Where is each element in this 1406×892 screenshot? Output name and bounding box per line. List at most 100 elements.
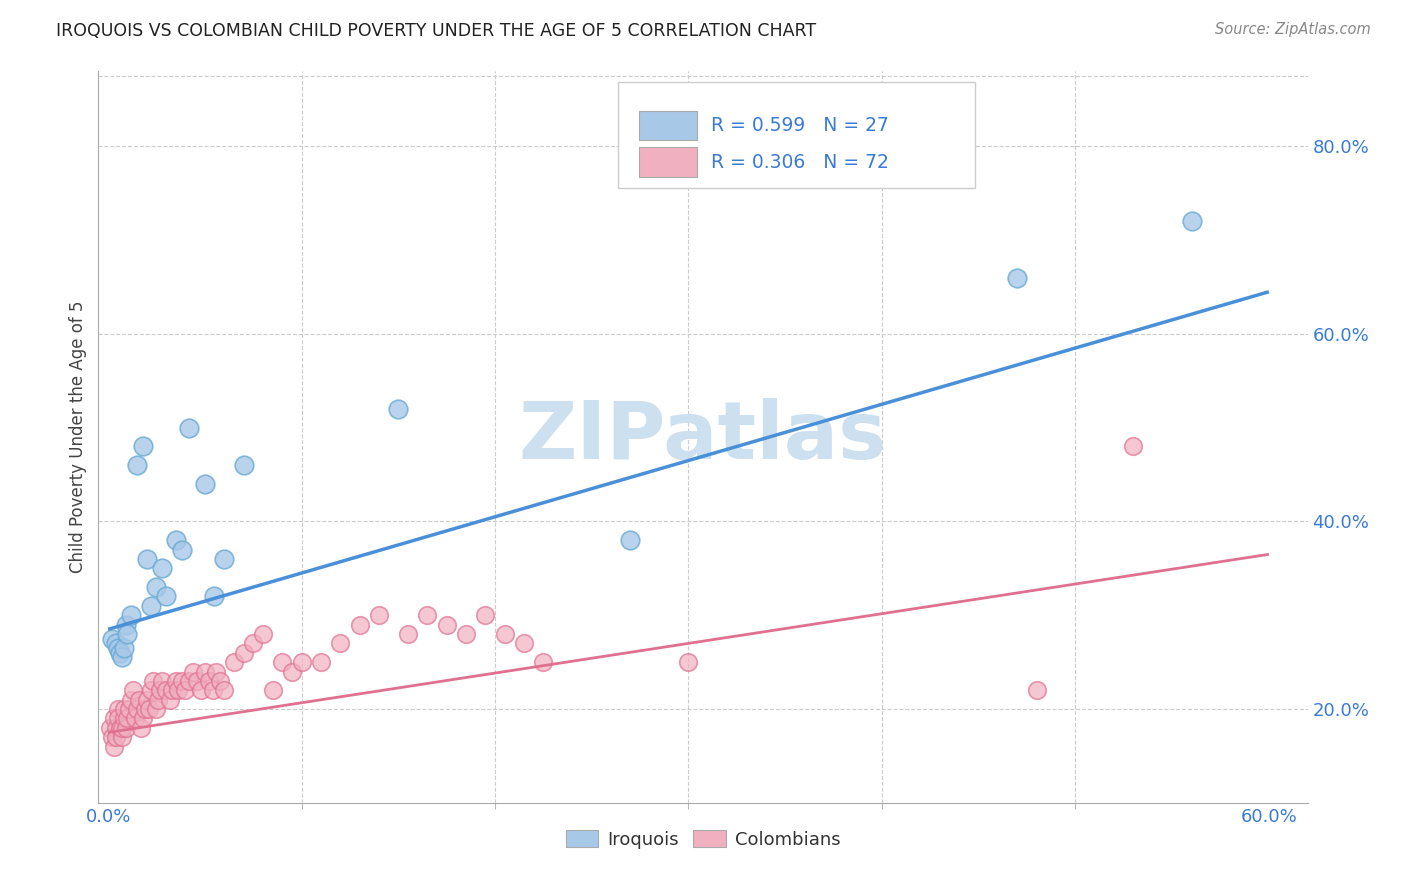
- Point: [494, 627, 516, 641]
- Point: [112, 641, 135, 656]
- Point: [155, 590, 177, 604]
- Point: [114, 617, 136, 632]
- Point: [127, 702, 149, 716]
- Point: [135, 692, 157, 706]
- Point: [98, 721, 121, 735]
- Legend: Iroquois, Colombians: Iroquois, Colombians: [558, 822, 848, 856]
- Point: [513, 636, 536, 650]
- Point: [197, 673, 219, 688]
- Point: [148, 692, 170, 706]
- Text: IROQUOIS VS COLOMBIAN CHILD POVERTY UNDER THE AGE OF 5 CORRELATION CHART: IROQUOIS VS COLOMBIAN CHILD POVERTY UNDE…: [56, 22, 817, 40]
- Point: [1007, 270, 1029, 285]
- Point: [222, 655, 245, 669]
- Point: [111, 721, 134, 735]
- Point: [128, 692, 150, 706]
- Point: [139, 599, 162, 613]
- Point: [166, 683, 188, 698]
- Point: [104, 721, 127, 735]
- Point: [186, 673, 208, 688]
- Point: [132, 711, 155, 725]
- Point: [619, 533, 641, 548]
- Text: ZIPatlas: ZIPatlas: [519, 398, 887, 476]
- Point: [124, 711, 146, 725]
- Point: [179, 420, 201, 434]
- Point: [103, 739, 125, 754]
- Point: [170, 673, 193, 688]
- Point: [1180, 214, 1202, 228]
- Point: [101, 730, 124, 744]
- Point: [127, 458, 149, 473]
- Point: [416, 608, 439, 623]
- Point: [290, 655, 312, 669]
- Point: [112, 702, 135, 716]
- Point: [114, 721, 136, 735]
- Point: [194, 665, 217, 679]
- Point: [111, 730, 134, 744]
- Point: [112, 711, 135, 725]
- Bar: [638, 147, 697, 177]
- Point: [349, 617, 371, 632]
- Point: [271, 655, 294, 669]
- Point: [132, 440, 155, 454]
- Point: [150, 673, 173, 688]
- Point: [281, 665, 304, 679]
- Point: [155, 683, 177, 698]
- Point: [107, 711, 129, 725]
- Point: [107, 702, 129, 716]
- Point: [149, 683, 172, 698]
- Point: [135, 552, 157, 566]
- Bar: [638, 111, 697, 140]
- Point: [120, 692, 142, 706]
- Point: [204, 590, 226, 604]
- Point: [1122, 440, 1144, 454]
- Point: [117, 711, 139, 725]
- Point: [368, 608, 391, 623]
- Point: [165, 673, 187, 688]
- Point: [129, 721, 152, 735]
- FancyBboxPatch shape: [619, 82, 976, 188]
- Point: [678, 655, 700, 669]
- Point: [150, 561, 173, 575]
- Point: [436, 617, 458, 632]
- Y-axis label: Child Poverty Under the Age of 5: Child Poverty Under the Age of 5: [69, 301, 87, 574]
- Point: [194, 477, 217, 491]
- Point: [309, 655, 332, 669]
- Point: [108, 646, 131, 660]
- Point: [117, 627, 139, 641]
- Point: [1025, 683, 1047, 698]
- Point: [252, 627, 274, 641]
- Point: [107, 641, 129, 656]
- Point: [120, 608, 142, 623]
- Point: [396, 627, 419, 641]
- Point: [170, 542, 193, 557]
- Point: [531, 655, 554, 669]
- Point: [174, 683, 197, 698]
- Point: [145, 580, 167, 594]
- Point: [104, 730, 127, 744]
- Point: [103, 711, 125, 725]
- Point: [212, 683, 235, 698]
- Point: [104, 636, 127, 650]
- Point: [262, 683, 284, 698]
- Point: [101, 632, 124, 646]
- Point: [242, 636, 264, 650]
- Point: [160, 683, 183, 698]
- Point: [118, 702, 141, 716]
- Point: [474, 608, 496, 623]
- Point: [329, 636, 352, 650]
- Text: Source: ZipAtlas.com: Source: ZipAtlas.com: [1215, 22, 1371, 37]
- Point: [232, 458, 254, 473]
- Point: [165, 533, 187, 548]
- Point: [145, 702, 167, 716]
- Point: [108, 721, 131, 735]
- Point: [201, 683, 224, 698]
- Point: [139, 683, 162, 698]
- Text: R = 0.306   N = 72: R = 0.306 N = 72: [711, 153, 890, 171]
- Point: [134, 702, 156, 716]
- Point: [142, 673, 165, 688]
- Point: [209, 673, 232, 688]
- Point: [138, 702, 160, 716]
- Point: [454, 627, 477, 641]
- Point: [212, 552, 235, 566]
- Point: [205, 665, 228, 679]
